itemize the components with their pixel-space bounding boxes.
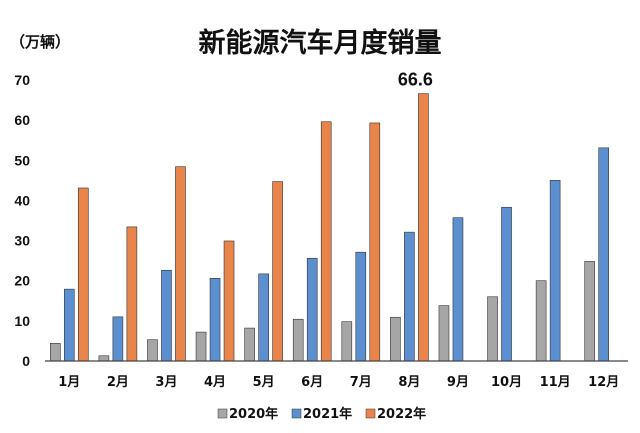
- x-tick-label: 12月: [588, 375, 619, 390]
- bar-2022年-7月: [369, 122, 381, 362]
- y-tick-label: 60: [14, 112, 30, 128]
- bar-2022年-2月: [126, 226, 138, 362]
- data-labels-group: 66.6: [398, 70, 433, 90]
- bar-2020年-7月: [341, 321, 353, 362]
- bar-2021年-7月: [355, 251, 367, 362]
- legend-label: 2021年: [303, 406, 352, 422]
- bar-2020年-2月: [98, 355, 110, 362]
- bar-2022年-1月: [77, 187, 89, 362]
- x-tick-label: 7月: [350, 375, 372, 390]
- x-tick-label: 10月: [491, 375, 522, 390]
- bar-2021年-8月: [404, 231, 415, 362]
- bar-2021年-5月: [258, 273, 269, 362]
- x-tick-label: 2月: [107, 375, 129, 390]
- bar-2021年-2月: [112, 316, 124, 362]
- bar-2020年-1月: [49, 343, 61, 362]
- x-tick-label: 4月: [204, 375, 226, 390]
- bar-2022年-6月: [320, 121, 332, 362]
- y-tick-label: 10: [14, 313, 30, 329]
- bar-2021年-6月: [306, 257, 318, 362]
- y-tick-label: 50: [14, 152, 30, 168]
- bar-2020年-5月: [244, 327, 255, 362]
- bar-2020年-10月: [487, 296, 498, 362]
- x-tick-label: 1月: [58, 375, 80, 390]
- x-tick-label: 9月: [447, 375, 469, 390]
- y-tick-label: 20: [14, 273, 30, 289]
- y-axis-unit-label: （万辆）: [10, 33, 70, 51]
- x-tick-label: 3月: [155, 375, 177, 390]
- bar-2022年-3月: [175, 166, 186, 362]
- bar-2020年-11月: [535, 280, 547, 362]
- x-tick-label: 6月: [301, 375, 323, 390]
- bar-2022年-5月: [272, 181, 283, 362]
- bar-2020年-3月: [147, 339, 158, 362]
- x-tick-label: 5月: [253, 375, 275, 390]
- x-axis: 1月 2月 3月 4月 5月 6月 7月 8月 9月 10月 11月 12月: [58, 375, 619, 390]
- bar-2020年-9月: [438, 305, 450, 362]
- legend-label: 2020年: [229, 406, 278, 422]
- y-axis: 0 10 20 30 40 50 60 70: [14, 72, 30, 369]
- x-tick-label: 11月: [540, 375, 571, 390]
- bar-2021年-9月: [452, 217, 464, 362]
- bar-2021年-1月: [63, 288, 75, 362]
- bar-2020年-6月: [292, 318, 304, 362]
- bar-2022年-4月: [223, 240, 235, 362]
- y-tick-label: 30: [14, 233, 30, 249]
- legend-swatch: [365, 408, 376, 419]
- bar-2021年-12月: [598, 147, 610, 362]
- legend-label: 2022年: [377, 406, 426, 422]
- chart-title: 新能源汽车月度销量: [199, 27, 442, 59]
- legend-swatch: [217, 408, 228, 419]
- bar-2021年-11月: [549, 180, 561, 362]
- y-tick-label: 0: [22, 353, 30, 369]
- legend-swatch: [291, 408, 302, 419]
- data-label: 66.6: [398, 70, 433, 90]
- bar-2020年-8月: [390, 316, 401, 362]
- y-tick-label: 40: [14, 192, 30, 208]
- bar-2021年-10月: [501, 206, 512, 362]
- bar-2021年-3月: [161, 269, 172, 362]
- bar-2020年-4月: [195, 331, 207, 362]
- legend: 2020年 2021年 2022年: [217, 406, 426, 422]
- x-tick-label: 8月: [398, 375, 420, 390]
- y-tick-label: 70: [14, 72, 30, 88]
- bars-group: [49, 93, 610, 362]
- bar-2022年-8月: [418, 93, 429, 362]
- bar-2020年-12月: [584, 261, 596, 362]
- bar-2021年-4月: [209, 278, 221, 362]
